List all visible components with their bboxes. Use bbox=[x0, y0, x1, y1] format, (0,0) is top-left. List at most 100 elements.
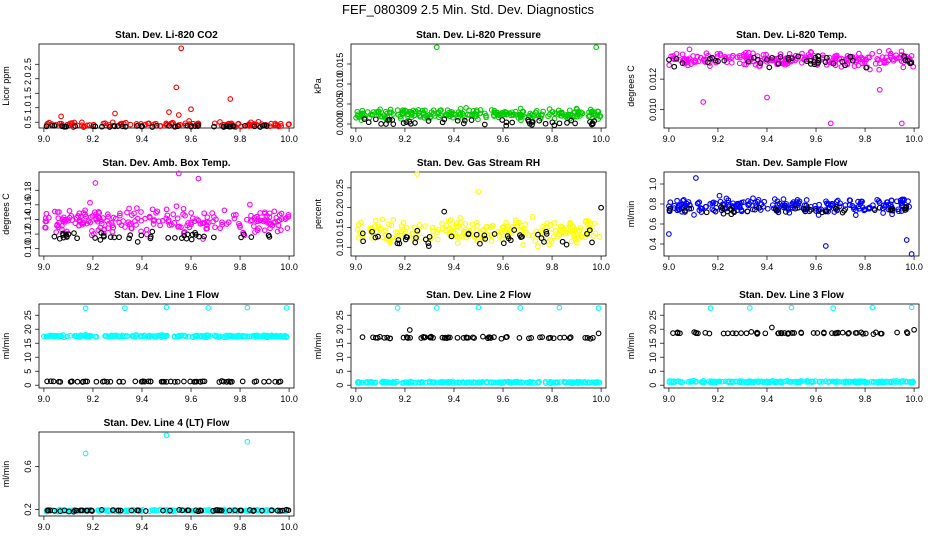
data-point bbox=[547, 237, 553, 243]
data-point bbox=[76, 222, 82, 229]
data-point bbox=[92, 123, 99, 130]
data-point bbox=[151, 507, 158, 513]
data-point bbox=[238, 507, 245, 514]
data-point bbox=[726, 202, 733, 209]
data-point bbox=[147, 378, 154, 385]
data-point bbox=[274, 507, 281, 514]
data-point bbox=[160, 507, 166, 514]
data-point bbox=[841, 207, 847, 214]
data-point bbox=[572, 120, 578, 127]
y-tick-label: 1.0 bbox=[23, 101, 33, 114]
data-point bbox=[586, 109, 592, 116]
data-point bbox=[799, 50, 805, 57]
data-point bbox=[425, 118, 432, 124]
data-point bbox=[445, 109, 452, 116]
data-point bbox=[525, 118, 532, 125]
data-point bbox=[842, 62, 848, 69]
data-point bbox=[112, 215, 119, 222]
data-point bbox=[460, 335, 467, 341]
data-point bbox=[727, 206, 734, 212]
data-point bbox=[532, 238, 539, 244]
data-point bbox=[785, 55, 792, 61]
data-point bbox=[79, 119, 85, 126]
data-point bbox=[69, 120, 75, 126]
data-point bbox=[98, 229, 105, 236]
y-tick-label: 15 bbox=[23, 338, 33, 348]
data-point bbox=[491, 231, 498, 237]
data-point bbox=[277, 120, 284, 127]
x-tick-label: 9.2 bbox=[712, 394, 725, 404]
data-point bbox=[874, 56, 881, 62]
data-point bbox=[877, 378, 884, 385]
x-tick-label: 9.6 bbox=[497, 394, 510, 404]
data-point bbox=[270, 219, 277, 226]
data-point bbox=[92, 180, 99, 186]
data-point bbox=[815, 53, 822, 60]
data-point bbox=[503, 122, 510, 129]
data-point bbox=[719, 205, 726, 212]
data-point bbox=[883, 202, 889, 208]
data-point bbox=[863, 64, 870, 71]
data-point bbox=[261, 122, 268, 129]
data-point bbox=[568, 117, 575, 124]
y-tick-label: 0.015 bbox=[335, 53, 345, 76]
data-point bbox=[893, 55, 900, 62]
data-point bbox=[511, 227, 518, 233]
x-tick-label: 9.2 bbox=[399, 262, 412, 272]
data-point bbox=[737, 54, 743, 61]
panel-5: Stan. Dev. Gas Stream RH percent 9.0 9.2 9.4… bbox=[313, 158, 610, 272]
data-point bbox=[761, 378, 768, 385]
data-point bbox=[426, 233, 433, 240]
data-point bbox=[360, 238, 366, 245]
data-point bbox=[138, 228, 144, 235]
data-point bbox=[693, 330, 699, 337]
data-point bbox=[737, 204, 743, 211]
series-cloud-magenta bbox=[42, 170, 292, 242]
data-point bbox=[175, 170, 182, 177]
data-point bbox=[671, 63, 678, 70]
data-point bbox=[510, 379, 517, 386]
data-point bbox=[262, 217, 269, 224]
data-point bbox=[846, 201, 853, 208]
data-point bbox=[250, 223, 257, 229]
y-axis-label: kPa bbox=[313, 78, 323, 94]
data-point bbox=[852, 330, 859, 336]
data-point bbox=[205, 305, 212, 311]
data-point bbox=[213, 507, 219, 513]
data-point bbox=[849, 202, 856, 209]
data-point bbox=[833, 204, 840, 210]
data-point bbox=[120, 378, 126, 385]
data-point bbox=[242, 333, 249, 339]
data-point bbox=[583, 217, 590, 224]
data-point bbox=[561, 227, 567, 233]
x-tick-label: 9.8 bbox=[234, 394, 247, 404]
data-point bbox=[130, 333, 137, 340]
data-point bbox=[674, 197, 680, 204]
data-point bbox=[856, 50, 862, 57]
data-point bbox=[683, 56, 690, 63]
data-point bbox=[667, 205, 673, 212]
plot-frame bbox=[350, 171, 607, 257]
data-point bbox=[547, 221, 554, 228]
data-point bbox=[99, 378, 106, 385]
data-point bbox=[745, 198, 751, 204]
data-point bbox=[412, 120, 418, 126]
data-point bbox=[903, 329, 910, 335]
data-point bbox=[385, 233, 392, 239]
data-point bbox=[147, 214, 153, 221]
y-tick-label: 0 bbox=[335, 383, 345, 388]
data-point bbox=[903, 204, 910, 210]
y-tick-label: 0.000 bbox=[335, 113, 345, 136]
y-tick-label: 5 bbox=[23, 369, 33, 374]
data-point bbox=[561, 334, 568, 341]
data-point bbox=[564, 120, 570, 126]
data-point bbox=[249, 217, 255, 224]
data-point bbox=[461, 379, 468, 386]
data-point bbox=[682, 207, 688, 214]
data-point bbox=[47, 378, 54, 385]
data-point bbox=[826, 205, 833, 211]
data-point bbox=[172, 123, 178, 130]
data-point bbox=[119, 333, 126, 340]
data-point bbox=[752, 206, 758, 213]
